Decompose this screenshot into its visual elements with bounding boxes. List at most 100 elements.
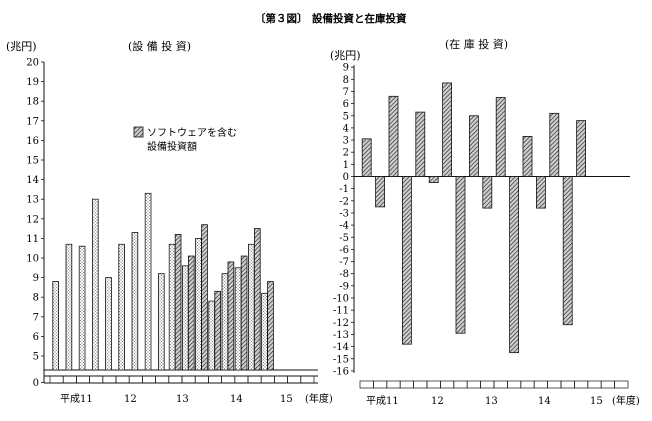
inventory-quarter-cell: [413, 380, 428, 389]
capex-quarter-cell: [208, 375, 222, 384]
capex-quarter-cell: [300, 375, 315, 384]
capex-y-tick-label: 12: [26, 214, 39, 225]
capex-y-tick-label: 6: [33, 332, 39, 343]
capex-y-unit: (兆円): [6, 40, 37, 53]
capex-quarter-cell: [142, 375, 156, 384]
capex-y-tick-label: 15: [26, 156, 39, 167]
inventory-quarter-cell: [560, 380, 575, 389]
inventory-y-tick-label: -2: [339, 196, 349, 207]
capex-quarter-cell: [155, 375, 170, 384]
inventory-y-tick-label: -5: [339, 233, 349, 244]
capex-legend-swatch: [133, 126, 144, 138]
inventory-bar: [401, 176, 412, 345]
capex-software-bar: [267, 281, 274, 371]
capex-bar: [208, 300, 216, 371]
inventory-y-tick-label: -13: [333, 330, 349, 341]
inventory-quarter-cell: [426, 380, 441, 389]
capex-quarter-cell: [247, 375, 262, 384]
capex-y-tick-label: 18: [26, 97, 39, 108]
inventory-bar: [482, 176, 493, 209]
inventory-bar: [522, 136, 533, 177]
figure-number: 〔第３図〕: [255, 12, 308, 25]
inventory-quarter-cell: [533, 380, 548, 389]
inventory-y-tick-label: -16: [333, 366, 349, 377]
capex-y-tick-label: 17: [26, 116, 39, 127]
capex-y-tick-label: 20: [26, 58, 39, 69]
capex-software-bar: [227, 261, 235, 371]
capex-software-bar: [253, 228, 261, 371]
inventory-quarter-cell: [440, 380, 455, 389]
capex-bar: [234, 267, 242, 371]
inventory-quarter-cell: [614, 380, 629, 389]
inventory-title: (在 庫 投 資): [445, 37, 508, 51]
inventory-y-tick-label: 1: [343, 160, 349, 171]
inventory-y-tick-label: -4: [339, 221, 349, 232]
inventory-year-label: 14: [538, 396, 551, 407]
capex-y-tick-label: 13: [26, 195, 39, 206]
inventory-quarter-cell: [453, 380, 468, 389]
inventory-y-tick-label: -8: [339, 269, 349, 280]
capex-quarter-cell: [76, 375, 90, 384]
capex-quarter-cell: [49, 375, 64, 384]
inventory-quarter-cell: [373, 380, 388, 389]
capex-bar: [52, 281, 59, 371]
capex-bar: [247, 243, 255, 371]
inventory-y-tick-label: 7: [343, 87, 349, 98]
inventory-quarter-cell: [520, 380, 535, 389]
capex-quarter-cell: [62, 375, 77, 384]
inventory-y-tick-label: 3: [343, 136, 349, 147]
capex-y-tick-label: 5: [33, 352, 39, 363]
inventory-quarter-cell: [359, 380, 374, 389]
inventory-bars: [361, 82, 586, 354]
inventory-y-tick-label: -1: [339, 184, 349, 195]
inventory-year-label: 平成11: [366, 395, 399, 407]
inventory-bar: [428, 176, 439, 183]
inventory-bar: [509, 176, 520, 354]
inventory-y-tick-label: -3: [339, 208, 349, 219]
inventory-y-tick-label: 8: [343, 75, 349, 86]
inventory-y-tick-label: -6: [339, 245, 349, 256]
capex-year-label: 13: [176, 394, 189, 405]
inventory-y-tick-label: 5: [343, 111, 349, 122]
capex-year-label: 14: [230, 394, 243, 405]
capex-software-bar: [214, 290, 222, 371]
inventory-bar: [415, 111, 426, 177]
inventory-y-tick-label: -11: [333, 306, 349, 317]
inventory-quarter-cell: [466, 380, 481, 389]
capex-bar: [105, 277, 112, 371]
inventory-bar: [468, 115, 479, 177]
inventory-y-tick-label: -10: [333, 294, 349, 305]
inventory-quarter-cell: [574, 380, 589, 389]
inventory-quarter-cell: [547, 380, 562, 389]
inventory-bar: [361, 138, 372, 177]
capex-quarter-cell: [221, 375, 236, 384]
capex-y-tick-label: 14: [26, 175, 39, 186]
capex-quarter-cell: [102, 375, 117, 384]
inventory-year-label: (年度): [612, 394, 640, 407]
capex-quarter-cell: [89, 375, 104, 384]
capex-bar: [131, 232, 139, 371]
inventory-quarter-cell: [493, 380, 508, 389]
inventory-bar: [455, 176, 466, 334]
inventory-year-label: 13: [485, 396, 498, 407]
inventory-bar: [576, 120, 586, 177]
capex-y-tick-label: 0: [33, 378, 39, 389]
capex-title: (設 備 投 資): [128, 39, 191, 53]
capex-quarter-cell: [234, 375, 249, 384]
capex-year-label: (年度): [305, 392, 333, 405]
capex-bar: [65, 243, 73, 371]
inventory-y-tick-label: 6: [343, 99, 349, 110]
capex-legend-line-2: 設備投資額: [147, 140, 197, 153]
inventory-bar: [549, 112, 560, 177]
capex-bar: [144, 192, 152, 371]
capex-quarter-cell: [274, 375, 288, 384]
capex-software-bar: [187, 255, 195, 371]
capex-quarter-cell: [181, 375, 196, 384]
inventory-quarter-cell: [587, 380, 602, 389]
inventory-y-tick-label: 4: [343, 123, 349, 134]
capex-bar: [92, 198, 99, 371]
capex-bar: [118, 243, 126, 371]
inventory-y-tick-label: -9: [339, 281, 349, 292]
inventory-bar: [495, 97, 506, 177]
